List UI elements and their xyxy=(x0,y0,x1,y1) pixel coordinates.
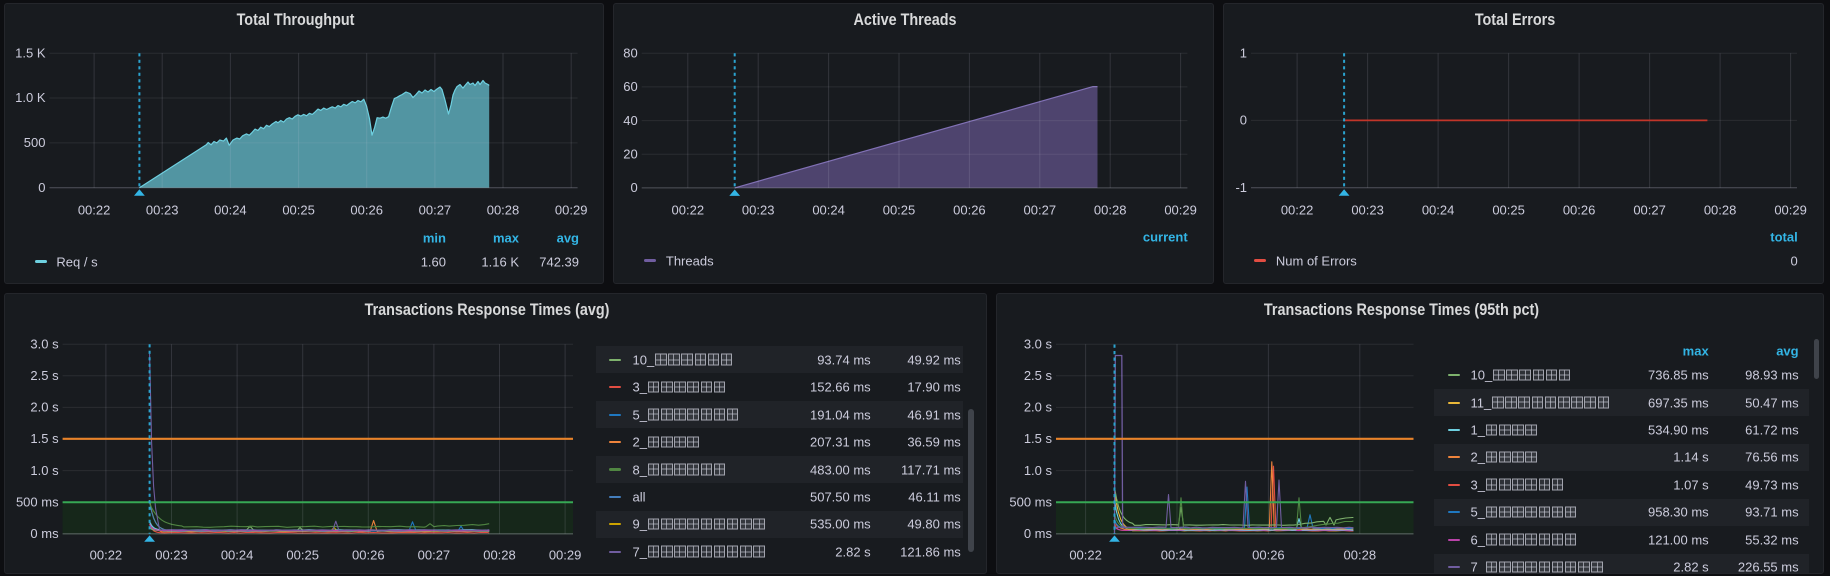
svg-text:00:23: 00:23 xyxy=(155,548,188,563)
svg-text:00:23: 00:23 xyxy=(146,203,179,218)
svg-text:00:25: 00:25 xyxy=(1492,203,1525,218)
svg-text:00:29: 00:29 xyxy=(1164,203,1197,218)
svg-text:1.0 K: 1.0 K xyxy=(15,90,46,105)
svg-text:2.5 s: 2.5 s xyxy=(30,368,59,383)
svg-text:00:25: 00:25 xyxy=(282,203,315,218)
svg-text:00:25: 00:25 xyxy=(286,548,319,563)
svg-text:0: 0 xyxy=(630,180,637,195)
svg-text:00:23: 00:23 xyxy=(1351,203,1384,218)
svg-text:00:22: 00:22 xyxy=(1281,203,1314,218)
svg-text:1.0 s: 1.0 s xyxy=(30,463,59,478)
svg-text:2.5 s: 2.5 s xyxy=(1024,368,1053,383)
svg-text:00:28: 00:28 xyxy=(483,548,516,563)
svg-text:00:28: 00:28 xyxy=(1344,548,1377,563)
svg-text:2.0 s: 2.0 s xyxy=(1024,400,1053,415)
svg-text:00:29: 00:29 xyxy=(1774,203,1807,218)
svg-text:500 ms: 500 ms xyxy=(16,494,59,509)
svg-text:00:26: 00:26 xyxy=(352,548,385,563)
svg-text:500: 500 xyxy=(24,135,46,150)
svg-text:3.0 s: 3.0 s xyxy=(1024,336,1053,351)
svg-text:00:22: 00:22 xyxy=(90,548,123,563)
svg-text:1: 1 xyxy=(1240,45,1247,60)
svg-text:00:22: 00:22 xyxy=(78,203,111,218)
svg-text:00:27: 00:27 xyxy=(418,548,451,563)
svg-text:00:25: 00:25 xyxy=(883,203,916,218)
svg-text:00:26: 00:26 xyxy=(1563,203,1596,218)
svg-text:00:22: 00:22 xyxy=(672,203,705,218)
svg-text:00:24: 00:24 xyxy=(214,203,247,218)
svg-text:40: 40 xyxy=(623,113,637,128)
svg-text:2.0 s: 2.0 s xyxy=(30,400,59,415)
svg-text:20: 20 xyxy=(623,147,637,162)
svg-text:1.5 K: 1.5 K xyxy=(15,45,46,60)
svg-text:00:28: 00:28 xyxy=(1704,203,1737,218)
svg-text:00:27: 00:27 xyxy=(419,203,452,218)
svg-text:00:28: 00:28 xyxy=(487,203,520,218)
svg-text:00:26: 00:26 xyxy=(953,203,986,218)
svg-text:00:24: 00:24 xyxy=(1422,203,1455,218)
svg-text:00:22: 00:22 xyxy=(1069,548,1102,563)
svg-text:00:26: 00:26 xyxy=(1252,548,1285,563)
svg-text:0 ms: 0 ms xyxy=(30,526,59,541)
svg-text:00:27: 00:27 xyxy=(1633,203,1666,218)
svg-text:500 ms: 500 ms xyxy=(1009,494,1052,509)
svg-text:1.0 s: 1.0 s xyxy=(1024,463,1053,478)
svg-text:1.5 s: 1.5 s xyxy=(30,431,59,446)
svg-text:0 ms: 0 ms xyxy=(1024,526,1053,541)
svg-text:00:28: 00:28 xyxy=(1094,203,1127,218)
svg-text:00:24: 00:24 xyxy=(812,203,845,218)
svg-text:00:29: 00:29 xyxy=(549,548,582,563)
svg-text:1.5 s: 1.5 s xyxy=(1024,431,1053,446)
svg-text:00:29: 00:29 xyxy=(555,203,588,218)
svg-text:0: 0 xyxy=(1240,113,1247,128)
svg-text:80: 80 xyxy=(623,45,637,60)
svg-text:3.0 s: 3.0 s xyxy=(30,336,59,351)
svg-text:60: 60 xyxy=(623,79,637,94)
svg-text:00:26: 00:26 xyxy=(350,203,383,218)
svg-text:00:23: 00:23 xyxy=(742,203,775,218)
svg-text:0: 0 xyxy=(38,180,45,195)
svg-text:00:24: 00:24 xyxy=(221,548,254,563)
svg-text:00:27: 00:27 xyxy=(1024,203,1057,218)
svg-text:00:24: 00:24 xyxy=(1161,548,1194,563)
svg-text:-1: -1 xyxy=(1235,180,1247,195)
